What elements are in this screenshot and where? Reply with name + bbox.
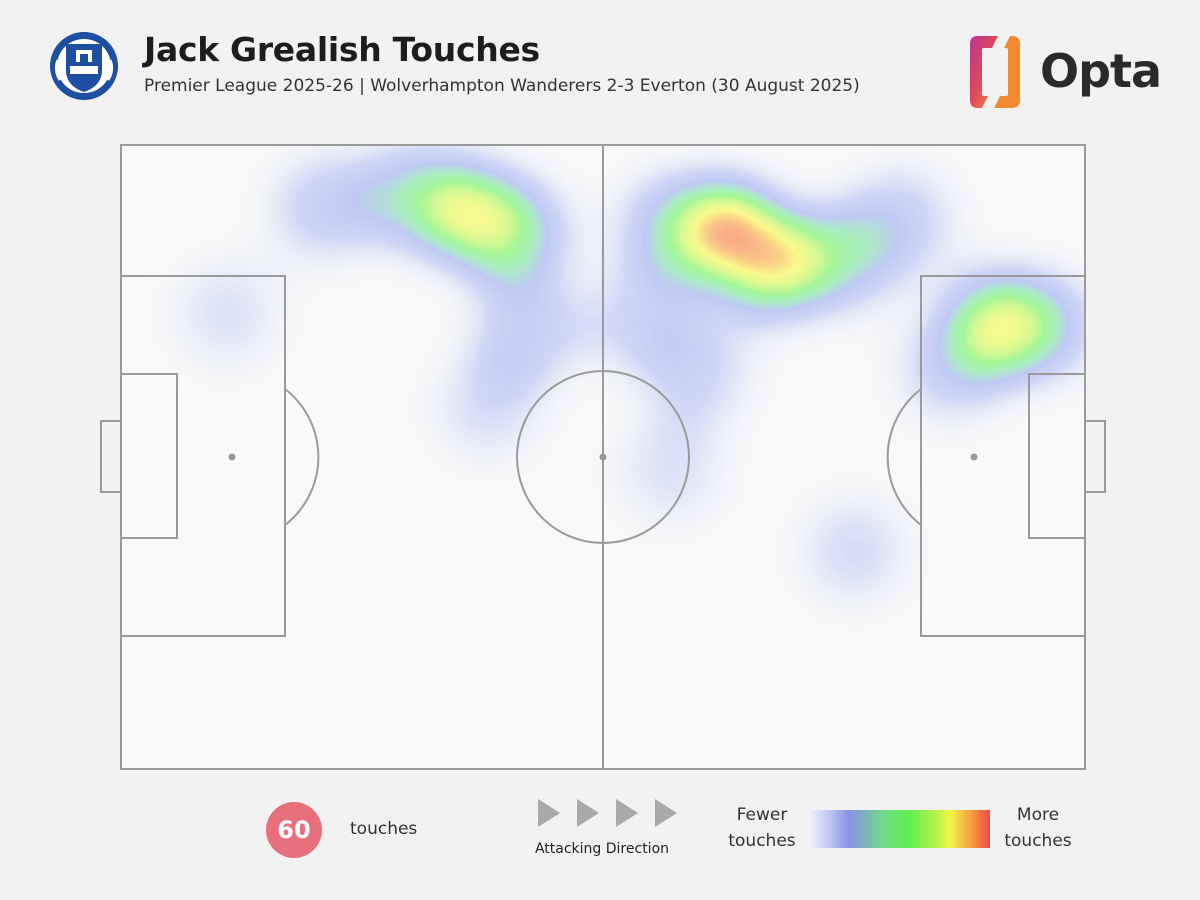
heatmap-hotspot bbox=[429, 349, 546, 466]
opta-brand-text: Opta bbox=[1040, 44, 1162, 98]
legend-high-label: More touches bbox=[998, 802, 1078, 854]
direction-arrow-icon bbox=[655, 799, 677, 827]
touches-label: touches bbox=[350, 819, 418, 839]
heatmap-hotspot bbox=[892, 311, 1009, 428]
legend-color-scale bbox=[810, 810, 990, 848]
left-penalty-arc bbox=[284, 388, 320, 526]
center-circle bbox=[516, 370, 690, 544]
legend-low-label: Fewer touches bbox=[722, 802, 802, 854]
right-penalty-arc bbox=[886, 388, 922, 526]
right-penalty-spot bbox=[970, 453, 978, 461]
legend-high-line2: touches bbox=[1004, 831, 1072, 851]
attacking-direction-arrows bbox=[538, 799, 677, 827]
heatmap-hotspots bbox=[169, 145, 1085, 609]
heatmap-hotspot bbox=[612, 411, 729, 528]
legend-low-line2: touches bbox=[728, 831, 796, 851]
left-penalty-spot bbox=[228, 453, 236, 461]
heatmap-hotspot bbox=[795, 492, 912, 609]
heatmap-hotspot bbox=[988, 267, 1085, 384]
left-goal bbox=[100, 420, 122, 493]
heatmap-hotspot bbox=[352, 145, 469, 253]
heatmap-hotspot bbox=[265, 149, 382, 266]
touches-count-badge: 60 bbox=[266, 802, 322, 858]
chart-header: Jack Grealish Touches Premier League 202… bbox=[0, 0, 1200, 120]
legend-low-line1: Fewer bbox=[736, 805, 788, 825]
pitch-markings bbox=[100, 144, 1106, 770]
heatmap-hotspot bbox=[458, 174, 575, 291]
opta-logo-icon bbox=[970, 36, 1020, 108]
right-goal bbox=[1084, 420, 1106, 493]
heatmap-hotspot bbox=[843, 161, 960, 278]
center-spot bbox=[599, 453, 607, 461]
heatmap-hotspot bbox=[612, 168, 729, 285]
direction-arrow-icon bbox=[538, 799, 560, 827]
chart-subtitle: Premier League 2025-26 | Wolverhampton W… bbox=[144, 76, 860, 96]
attacking-direction-label: Attacking Direction bbox=[534, 841, 670, 857]
direction-arrow-icon bbox=[577, 799, 599, 827]
direction-arrow-icon bbox=[616, 799, 638, 827]
heatmap-hotspot bbox=[641, 311, 758, 428]
legend-high-line1: More bbox=[1016, 805, 1060, 825]
everton-crest-icon bbox=[50, 32, 118, 100]
chart-title: Jack Grealish Touches bbox=[144, 30, 540, 69]
heatmap-hotspot bbox=[169, 255, 286, 372]
